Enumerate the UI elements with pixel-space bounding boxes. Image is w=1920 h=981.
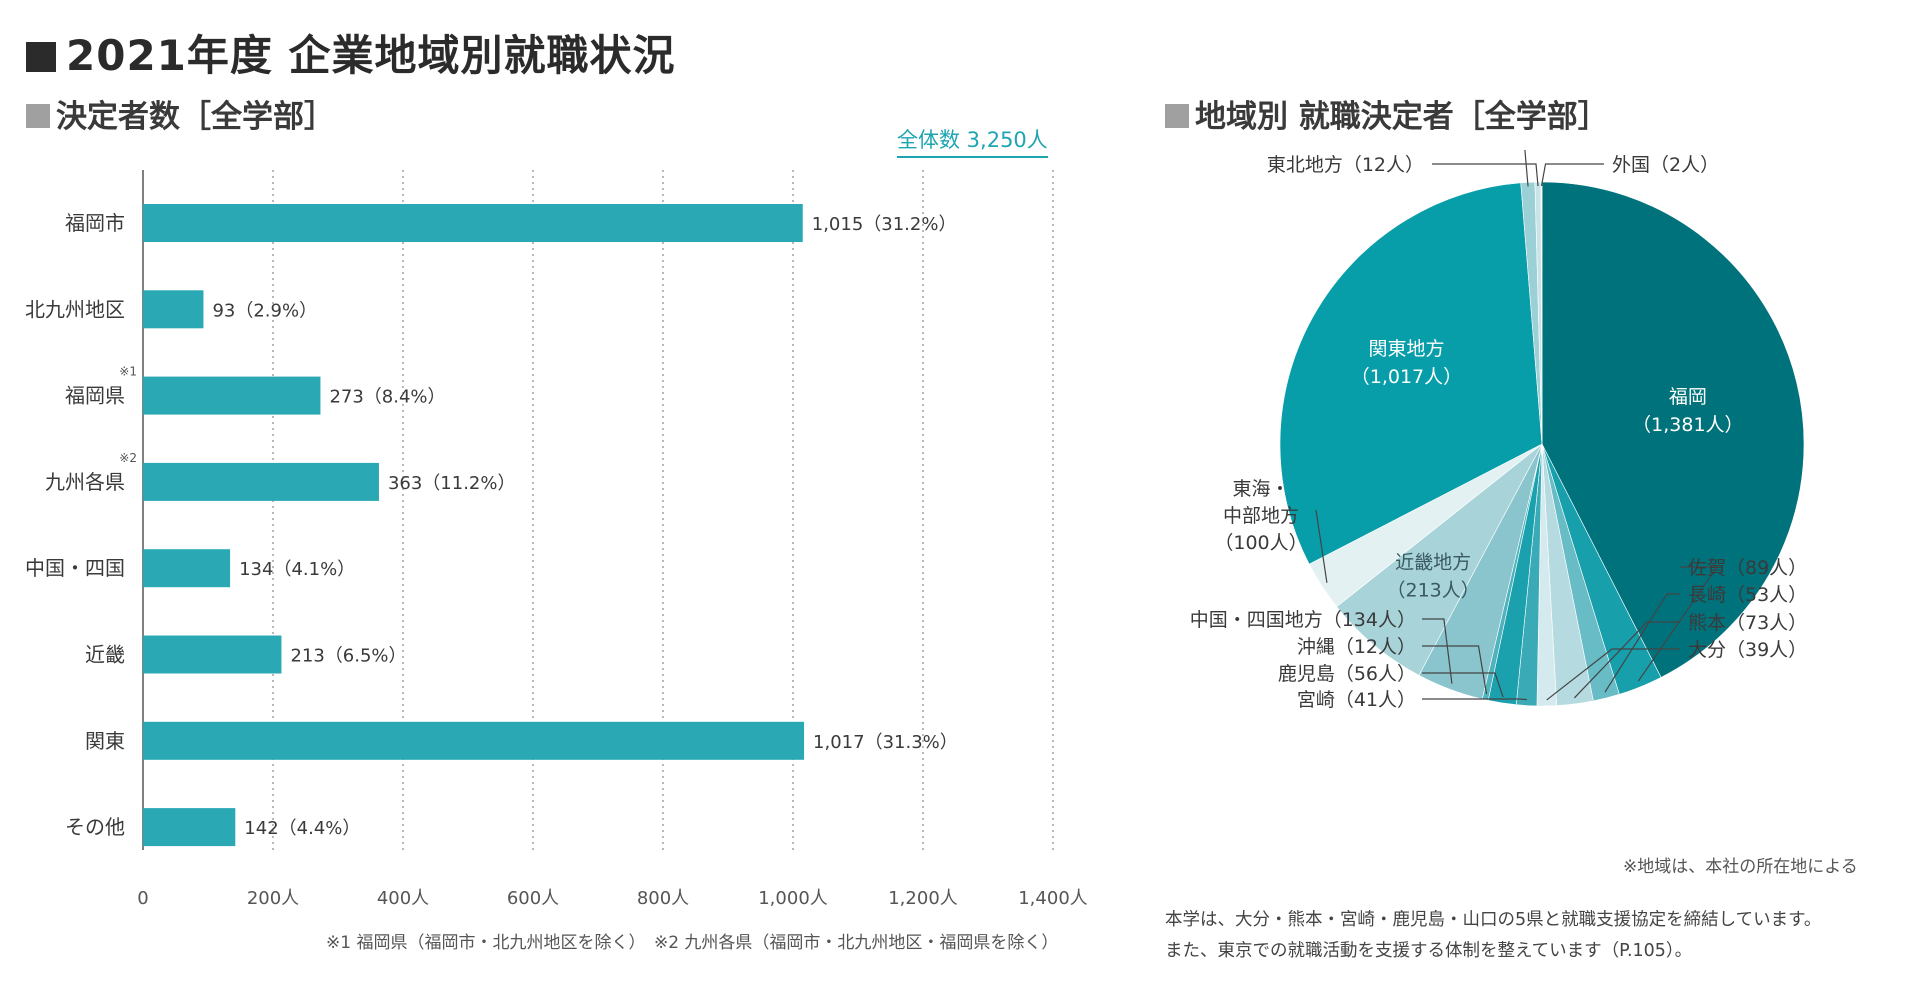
leader-line-oita [1546, 648, 1680, 701]
pie-label-kinki: 近畿地方 [1395, 552, 1471, 574]
body-note-line-2: また、東京での就職活動を支援する体制を整えています（P.105）。 [1165, 941, 1693, 961]
leader-line-tokai [1315, 509, 1328, 583]
value-label: 1,017（31.3%） [813, 732, 958, 753]
page-title-text: 2021年度 企業地域別就職状況 [66, 31, 676, 80]
leader-line-gaikoku [1540, 163, 1604, 187]
x-tick-label: 800人 [637, 888, 689, 909]
total-count-label: 全体数 3,250人 [897, 124, 1048, 158]
page-title: 2021年度 企業地域別就職状況 [26, 22, 676, 83]
pie-value-label-kinki: （213人） [1386, 580, 1479, 602]
bar [143, 721, 805, 760]
category-label: 中国・四国 [25, 556, 125, 580]
value-label: 93（2.9%） [212, 300, 317, 321]
x-tick-label: 1,400人 [1018, 888, 1088, 909]
category-label: 北九州地区 [25, 297, 125, 321]
value-label: 363（11.2%） [388, 473, 516, 494]
leader-line-kagoshima [1422, 672, 1504, 698]
pie-slice-kanto [1279, 182, 1543, 565]
category-label: 関東 [85, 729, 125, 753]
pie-slice-fukuoka [1541, 181, 1805, 678]
pie-label-gaikoku: 外国（2人） [1612, 154, 1719, 176]
x-tick-label: 600人 [507, 888, 559, 909]
pie-label2-tokai: 中部地方 [1223, 505, 1299, 527]
leader-line-hokkaido [1524, 150, 1529, 187]
category-label: 福岡県 [65, 384, 125, 408]
body-note: 本学は、大分・熊本・宮崎・鹿児島・山口の5県と就職支援協定を締結しています。 ま… [1165, 905, 1821, 967]
x-tick-label: 1,200人 [888, 888, 958, 909]
bar-section-square-icon [26, 104, 50, 128]
value-label: 1,015（31.2%） [812, 214, 957, 235]
category-footnote-mark: ※2 [119, 451, 137, 465]
bar [143, 204, 803, 242]
pie-label-saga: 佐賀（89人） [1688, 557, 1807, 579]
value-label: 273（8.4%） [329, 387, 445, 408]
bar [143, 290, 204, 329]
leader-line-saga [1637, 566, 1719, 682]
pie-section-square-icon [1165, 104, 1189, 128]
x-tick-label: 1,000人 [758, 888, 828, 909]
bar [143, 549, 231, 588]
leader-line-okinawa [1422, 645, 1488, 695]
leader-line-tohoku [1432, 163, 1539, 187]
bar [143, 808, 236, 847]
bar [143, 635, 282, 674]
bar [143, 462, 379, 501]
leader-line-nagasaki [1604, 593, 1680, 693]
pie-value-label-fukuoka: （1,381人） [1632, 414, 1743, 436]
pie-label-miyazaki: 宮崎（41人） [1297, 689, 1416, 711]
pie-label-kagoshima: 鹿児島（56人） [1278, 663, 1416, 685]
category-footnote-mark: ※1 [119, 365, 137, 379]
pie-label-fukuoka: 福岡 [1669, 386, 1707, 408]
x-tick-label: 0 [137, 888, 148, 909]
x-tick-label: 200人 [247, 888, 299, 909]
leader-line-chugoku [1422, 618, 1453, 684]
pie-chart: 福岡 （1,381人） 関東地方 （1,017人） 近畿地方 （213人） 佐賀（89人） 長… [1190, 150, 1807, 711]
pie-label-oita: 大分（39人） [1688, 639, 1807, 661]
pie-footnote: ※地域は、本社の所在地による [1623, 857, 1858, 877]
value-label: 213（6.5%） [290, 646, 406, 667]
pie-section-title: 地域別 就職決定者［全学部］ [1165, 91, 1609, 136]
title-square-icon [26, 42, 56, 72]
category-label: 近畿 [85, 643, 125, 667]
category-label: 九州各県 [45, 470, 125, 494]
bar-chart: 0 200人 400人 600人 800人 1,000人 1,200人 1,400人 福岡市 1,… [25, 170, 1088, 909]
bar-section-title: 決定者数［全学部］ [26, 91, 335, 136]
leader-line-miyazaki [1422, 698, 1527, 701]
leader-line-kumamoto [1573, 621, 1680, 699]
body-note-line-1: 本学は、大分・熊本・宮崎・鹿児島・山口の5県と就職支援協定を締結しています。 [1165, 910, 1822, 930]
pie-label-chugoku: 中国・四国地方（134人） [1190, 609, 1416, 631]
pie-label-kumamoto: 熊本（73人） [1688, 612, 1807, 634]
bar [143, 376, 321, 415]
pie-label-okinawa: 沖縄（12人） [1297, 636, 1416, 658]
bar-footnote: ※1 福岡県（福岡市・北九州地区を除く） ※2 九州各県（福岡市・北九州地区・福… [326, 933, 1059, 953]
bar-section-title-text: 決定者数［全学部］ [56, 99, 335, 135]
pie-label-tokai: 東海・ [1232, 478, 1289, 500]
value-label: 142（4.4%） [244, 818, 360, 839]
x-tick-label: 400人 [377, 888, 429, 909]
pie-value-label-kanto: （1,017人） [1351, 366, 1462, 388]
pie-section-title-text: 地域別 就職決定者［全学部］ [1195, 99, 1609, 135]
value-label: 134（4.1%） [239, 559, 355, 580]
category-label: その他 [65, 815, 125, 839]
pie-label-kanto: 関東地方 [1368, 338, 1444, 360]
pie-label-nagasaki: 長崎（53人） [1688, 584, 1807, 606]
pie-value-label-tokai: （100人） [1214, 532, 1307, 554]
pie-label-tohoku: 東北地方（12人） [1267, 154, 1424, 176]
category-label: 福岡市 [65, 211, 125, 235]
